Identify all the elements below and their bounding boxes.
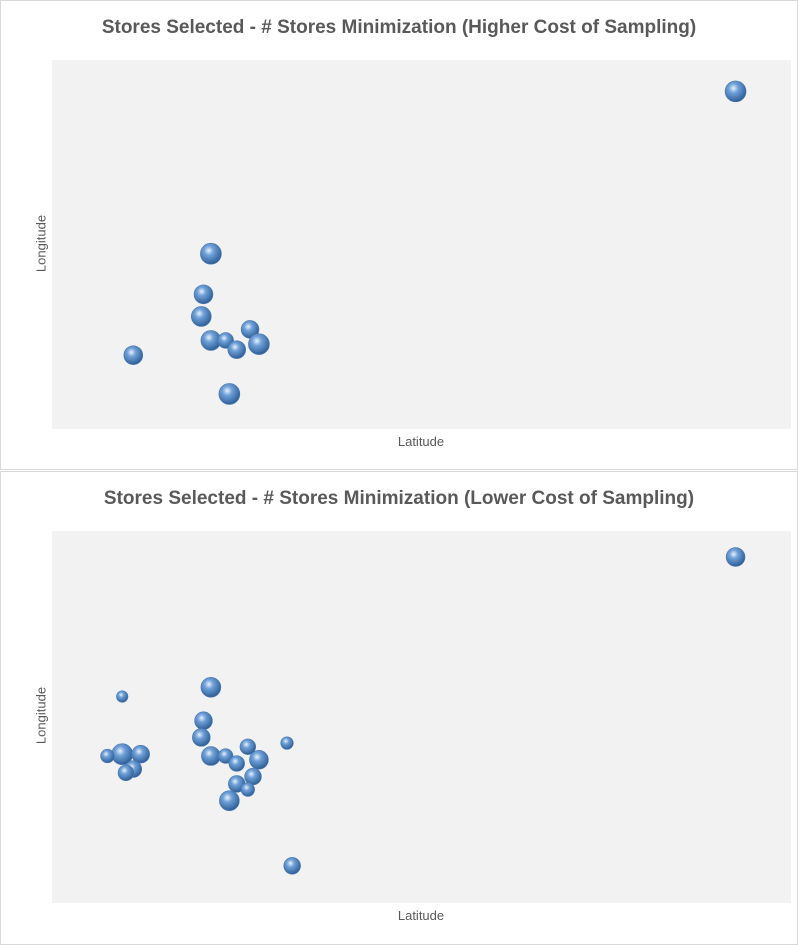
store-bubble-2 (200, 676, 222, 698)
store-bubble-14 (249, 750, 269, 770)
store-bubble-5 (192, 728, 211, 747)
store-bubble-1 (724, 80, 747, 103)
store-bubble-4 (194, 711, 213, 730)
store-bubble-2 (200, 242, 222, 265)
store-bubble-8 (227, 340, 246, 359)
store-bubble-12 (218, 748, 234, 764)
bubble-plot (123, 80, 747, 405)
plot-area (52, 531, 791, 903)
store-bubble-21 (283, 857, 301, 875)
chart-title: Stores Selected - # Stores Minimization … (101, 17, 697, 38)
bubble-plot (100, 547, 746, 875)
plot-area (52, 60, 791, 429)
chart-panel-top: Stores Selected - # Stores Minimization … (0, 0, 798, 470)
store-bubble-20 (219, 790, 240, 811)
store-bubble-11 (201, 746, 221, 766)
x-axis-label: Latitude (397, 908, 445, 923)
chart-title: Stores Selected - # Stores Minimization … (103, 488, 695, 509)
store-bubble-19 (240, 782, 255, 797)
store-bubble-16 (117, 764, 135, 781)
store-bubble-1 (725, 547, 746, 567)
store-bubble-13 (228, 755, 245, 772)
store-bubble-17 (244, 767, 262, 786)
store-bubble-11 (218, 383, 241, 405)
store-bubble-9 (131, 744, 150, 764)
y-axis-label: Longitude (33, 686, 49, 745)
store-bubble-10 (123, 345, 144, 365)
chart-panel-bottom: Stores Selected - # Stores Minimization … (0, 471, 798, 945)
store-bubble-3 (193, 284, 214, 305)
store-bubble-6 (280, 736, 294, 750)
x-axis-label: Latitude (397, 434, 445, 449)
store-bubble-9 (248, 333, 270, 355)
store-bubble-10 (100, 748, 115, 764)
store-bubble-3 (116, 690, 129, 703)
store-bubble-7 (239, 738, 257, 755)
store-bubble-4 (191, 306, 212, 327)
y-axis-label: Longitude (33, 214, 49, 273)
